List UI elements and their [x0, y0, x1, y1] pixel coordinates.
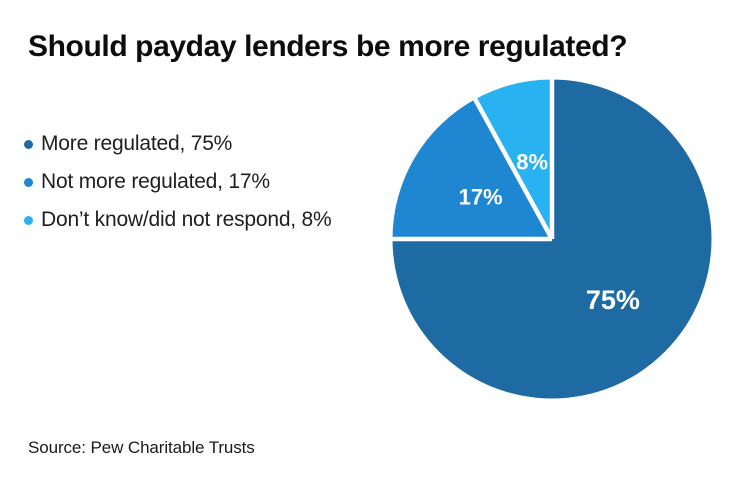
- legend-bullet-icon: [24, 215, 33, 225]
- chart-title: Should payday lenders be more regulated?: [28, 30, 628, 63]
- legend-bullet-icon: [24, 177, 33, 187]
- legend-item-label: More regulated, 75%: [41, 132, 233, 155]
- legend-item: Don’t know/did not respond, 8%: [24, 201, 332, 239]
- legend-bullet-icon: [24, 139, 33, 149]
- pie-slice-label-0: 75%: [586, 285, 640, 315]
- legend-item-label: Don’t know/did not respond, 8%: [41, 208, 332, 231]
- legend-item: Not more regulated, 17%: [24, 163, 332, 201]
- pie-slice-label-1: 17%: [459, 184, 503, 209]
- legend: More regulated, 75% Not more regulated, …: [24, 125, 332, 239]
- legend-item: More regulated, 75%: [24, 125, 332, 163]
- pie-separator-2: [473, 98, 554, 241]
- pie-slice-1: [392, 99, 552, 239]
- pie-slice-label-2: 8%: [516, 149, 548, 174]
- legend-item-label: Not more regulated, 17%: [41, 170, 270, 193]
- pie-slice-2: [475, 79, 552, 239]
- source-text: Source: Pew Charitable Trusts: [28, 438, 255, 457]
